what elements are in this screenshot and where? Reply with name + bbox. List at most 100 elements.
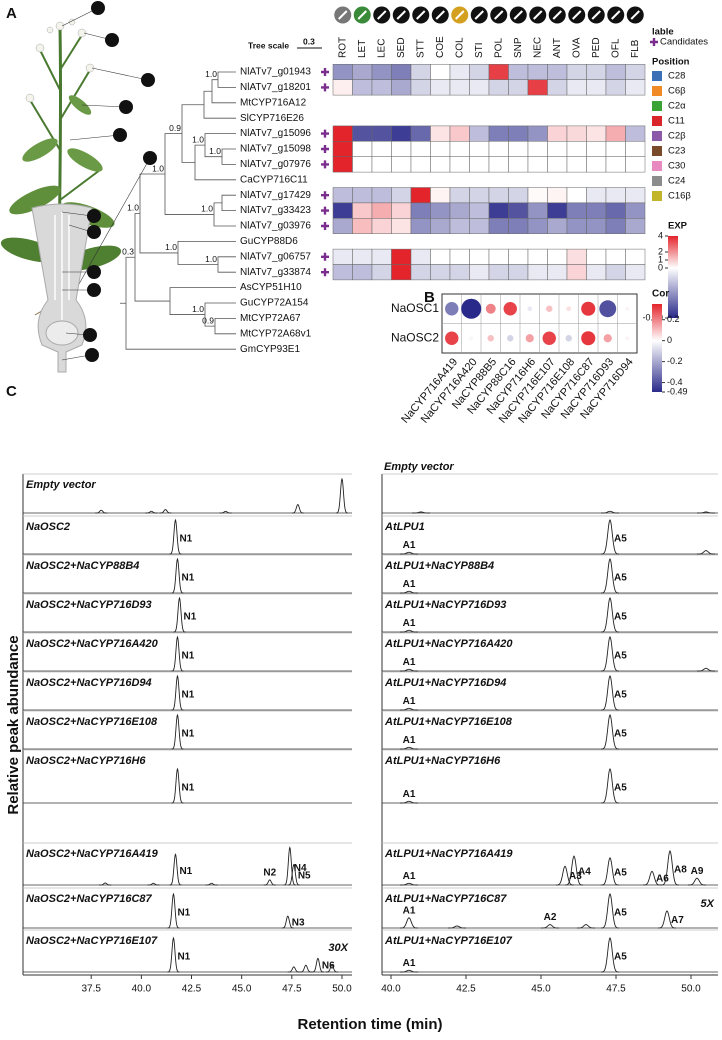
leaf-label: MtCYP72A68v1 [240, 328, 312, 339]
colorbar-tick-label: 1 [658, 254, 663, 264]
tree-branch [217, 256, 236, 273]
panel-title: Empty vector [384, 461, 454, 473]
tree-scale-value: 0.3 [303, 36, 315, 46]
chromatogram-peak [657, 910, 677, 929]
x-tick-label: 50.0 [332, 984, 352, 995]
legend-swatch [652, 161, 662, 171]
chromatogram-peak [600, 937, 620, 973]
heatmap-cell [449, 218, 470, 234]
correlation-dot [485, 303, 496, 314]
heatmap-cell [605, 264, 626, 281]
heatmap-cell [586, 202, 607, 219]
trace-label: AtLPU1 [384, 521, 425, 533]
heatmap-cell [449, 248, 470, 265]
peak-label: A5 [614, 611, 627, 622]
heatmap-cell [547, 156, 568, 173]
chromatogram-peak [325, 964, 338, 973]
heatmap-cell [625, 187, 646, 204]
heatmap-cell [566, 248, 587, 265]
leaf-label: GmCYP93E1 [240, 344, 300, 355]
peak-label: A2 [544, 912, 557, 923]
heatmap-cell [469, 64, 490, 80]
heatmap-cell [332, 64, 353, 80]
trace-label: NaOSC2+NaCYP716C87 [26, 893, 153, 905]
heatmap-cell [449, 156, 470, 173]
trace-label: AtLPU1+NaCYP716E107 [384, 935, 513, 947]
heatmap-cell [508, 79, 529, 96]
heatmap-cell [488, 141, 509, 157]
chromatogram-peak [600, 714, 620, 750]
support-value: 1.0 [192, 304, 204, 314]
heatmap-cell [332, 264, 353, 281]
heatmap-cell [430, 187, 451, 204]
chromatogram-peak [171, 767, 184, 804]
heatmap-cell [469, 218, 490, 234]
peak-label: A1 [403, 579, 416, 590]
chromatogram-peak [400, 882, 418, 886]
chromatogram-peak [600, 558, 620, 594]
heatmap-cell [352, 218, 373, 234]
leaf [22, 138, 58, 162]
tissue-icon-glyph [377, 10, 387, 20]
heatmap-cell [605, 156, 626, 173]
heatmap-cell [391, 156, 412, 173]
candidate-marker [321, 191, 329, 200]
peak-label: A1 [403, 789, 416, 800]
x-tick-label: 50.0 [681, 984, 701, 995]
heatmap-cell [527, 218, 548, 234]
heatmap-cell [371, 248, 392, 265]
heatmap-cell [391, 141, 412, 157]
heatmap-cell [605, 141, 626, 157]
candidate-marker [321, 145, 329, 153]
chromatogram-peak [412, 511, 430, 514]
peak-label: A1 [403, 657, 416, 668]
tissue-icon-glyph [533, 10, 543, 20]
heatmap-cell [625, 218, 646, 234]
peak-label: A1 [403, 540, 416, 551]
heatmap-cell [527, 79, 548, 96]
legend-label: C23 [668, 146, 685, 157]
peak-label: A5 [614, 728, 627, 739]
heatmap-cell [527, 187, 548, 204]
heatmap-cell [410, 141, 431, 157]
heatmap-cell [488, 248, 509, 265]
leaf-label: CaCYP716C11 [240, 174, 308, 185]
column-label: LEC [376, 39, 387, 58]
chromatogram-peak [697, 550, 715, 555]
chromatogram-peak [448, 925, 466, 929]
leaf-label: NlATv7_g18201 [240, 82, 311, 93]
tree-branch [214, 318, 236, 335]
heatmap-cell [566, 202, 587, 219]
heatmap-cell [527, 64, 548, 80]
heatmap-cell [391, 202, 412, 219]
legend-swatch [652, 101, 662, 111]
peak-label: A5 [614, 782, 627, 793]
heatmap-cell [391, 79, 412, 96]
correlation-dot [487, 335, 494, 342]
trace-label: AtLPU1+NaCYP716C87 [384, 893, 507, 905]
heatmap-cell [391, 125, 412, 142]
flower-callout-icons [83, 209, 101, 362]
chromatogram-peak [171, 557, 184, 594]
correlation-dot [507, 335, 514, 342]
tree-scale-title: Tree scale [248, 40, 289, 50]
candidate-marker [321, 129, 329, 138]
column-label: SED [396, 37, 407, 58]
heatmap-cell [625, 156, 646, 173]
heatmap-cell [488, 64, 509, 80]
chromatogram-peak [171, 713, 184, 750]
support-value: 0.9 [169, 123, 181, 133]
leaf-label: NlATv7_g07976 [240, 159, 311, 170]
heatmap-cell [391, 64, 412, 80]
heatmap-cell [586, 64, 607, 80]
heatmap-cell [566, 141, 587, 157]
heatmap-cell [605, 248, 626, 265]
chromatogram-peak [287, 863, 300, 886]
heatmap-cell [449, 202, 470, 219]
candidate-marker [321, 160, 329, 169]
legend-swatch [652, 131, 662, 141]
row-label: NaOSC1 [391, 301, 439, 315]
correlation-dot [445, 331, 459, 345]
heatmap-cell [352, 64, 373, 80]
heatmap-cell [566, 64, 587, 80]
